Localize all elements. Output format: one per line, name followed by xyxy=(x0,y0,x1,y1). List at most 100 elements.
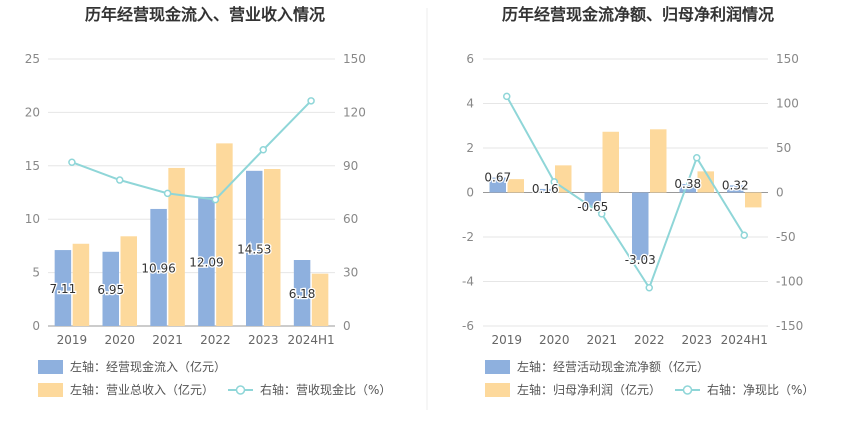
line-point xyxy=(163,189,172,198)
y-right-tick-label: 30 xyxy=(343,266,358,280)
y-right-tick-label: -150 xyxy=(776,319,803,333)
line-point xyxy=(211,195,220,204)
bar xyxy=(507,179,524,193)
y-right-tick-label: 50 xyxy=(776,141,791,155)
bar-data-label: 7.11 xyxy=(50,282,77,296)
y-left-tick-label: 2 xyxy=(466,141,474,155)
y-right-tick-label: -50 xyxy=(776,230,796,244)
bar xyxy=(489,177,506,193)
bar xyxy=(150,208,167,326)
y-left-tick-label: 10 xyxy=(25,212,40,226)
y-left-tick-label: 4 xyxy=(466,97,474,111)
y-right-tick-label: 90 xyxy=(343,159,358,173)
y-left-tick-label: -4 xyxy=(462,275,474,289)
legend-label: 左轴：经营现金流入（亿元） xyxy=(70,359,226,374)
bar xyxy=(650,129,667,193)
y-right-tick-label: 150 xyxy=(343,52,366,66)
cash-inflow-revenue-chart: 历年经营现金流入、营业收入情况 0 5 10 15 20 25 0 30 60 90 120 150 20… xyxy=(25,5,391,397)
bar xyxy=(537,188,554,193)
bar xyxy=(216,143,233,326)
y-right-tick-label: 0 xyxy=(343,319,351,333)
line-point xyxy=(598,210,606,218)
series-line xyxy=(505,95,746,290)
bar xyxy=(602,131,619,193)
legend-swatch-point xyxy=(235,385,246,395)
legend-swatch-bar xyxy=(38,360,63,374)
bar-data-label: 10.96 xyxy=(141,261,175,275)
bar-data-label: 6.18 xyxy=(289,287,316,301)
bar xyxy=(727,185,744,193)
legend-label: 左轴：营业总收入（亿元） xyxy=(70,382,214,397)
line-point xyxy=(307,97,315,105)
y-right-tick-label: 100 xyxy=(776,97,799,111)
y-left-tick-label: -6 xyxy=(462,319,474,333)
x-tick-label: 2023 xyxy=(681,333,712,347)
bar-data-label: 6.95 xyxy=(97,283,124,297)
line-point xyxy=(550,178,558,186)
y-left-tick-label: 0 xyxy=(32,319,40,333)
bar-data-label: 12.09 xyxy=(189,255,223,269)
y-left-tick-label: 15 xyxy=(25,159,40,173)
bar xyxy=(584,192,601,207)
bar xyxy=(679,184,696,193)
bar-data-label: 0.16 xyxy=(532,182,559,196)
x-tick-label: 2019 xyxy=(491,333,522,347)
x-tick-label: 2024H1 xyxy=(721,333,768,347)
y-right-tick-label: 0 xyxy=(776,186,784,200)
chart-title: 历年经营现金流入、营业收入情况 xyxy=(85,5,325,24)
line-point xyxy=(693,154,701,162)
bar-data-label: -3.03 xyxy=(625,253,656,267)
y-left-tick-label: 25 xyxy=(25,52,40,66)
bar xyxy=(293,259,311,326)
bar xyxy=(632,192,649,260)
x-tick-label: 2023 xyxy=(248,333,279,347)
x-tick-label: 2021 xyxy=(152,333,183,347)
line-point xyxy=(740,231,748,239)
line-point xyxy=(645,283,653,292)
bar xyxy=(264,169,281,326)
y-left-tick-label: 20 xyxy=(25,105,40,119)
y-left-tick-label: 0 xyxy=(466,186,474,200)
bar xyxy=(120,236,137,326)
bar xyxy=(54,250,72,326)
line-point xyxy=(503,92,511,101)
bar-data-label: -0.65 xyxy=(577,200,608,214)
line-point xyxy=(259,146,267,154)
net-cashflow-profit-chart: 历年经营现金流净额、归母净利润情况 -6 -4 -2 0 2 4 6 -150 -100 -50 0 5… xyxy=(462,5,814,397)
bar xyxy=(72,243,90,326)
y-left-tick-label: 6 xyxy=(466,52,474,66)
chart-title: 历年经营现金流净额、归母净利润情况 xyxy=(502,5,774,24)
x-tick-label: 2022 xyxy=(200,333,231,347)
bar xyxy=(246,170,263,326)
legend-label: 左轴：经营活动现金流净额（亿元） xyxy=(517,359,709,374)
bar xyxy=(311,273,329,326)
bar-data-label: 0.32 xyxy=(722,178,749,192)
legend-swatch-point xyxy=(682,385,693,395)
bar-data-label: 0.38 xyxy=(674,177,701,191)
bar xyxy=(168,167,185,326)
y-left-tick-label: -2 xyxy=(462,230,474,244)
legend-label: 右轴：营收现金比（%） xyxy=(260,382,391,397)
legend-label: 右轴：净现比（%） xyxy=(707,382,814,397)
x-tick-label: 2021 xyxy=(586,333,617,347)
y-right-tick-label: 150 xyxy=(776,52,799,66)
bar xyxy=(745,192,762,208)
bar xyxy=(102,251,119,326)
x-tick-label: 2020 xyxy=(539,333,570,347)
bar-data-label: 14.53 xyxy=(237,242,271,256)
x-tick-label: 2020 xyxy=(104,333,135,347)
line-point xyxy=(68,158,76,166)
legend-swatch-bar xyxy=(485,360,510,374)
y-right-tick-label: 60 xyxy=(343,212,358,226)
bar-data-label: 0.67 xyxy=(484,171,511,185)
bar xyxy=(697,171,714,193)
legend-swatch-bar xyxy=(485,383,510,397)
legend-swatch-bar xyxy=(38,383,63,397)
y-left-tick-label: 5 xyxy=(32,266,40,280)
line-point xyxy=(116,176,124,184)
series-line xyxy=(71,100,312,201)
x-tick-label: 2019 xyxy=(57,333,88,347)
x-tick-label: 2022 xyxy=(634,333,665,347)
x-tick-label: 2024H1 xyxy=(287,333,334,347)
